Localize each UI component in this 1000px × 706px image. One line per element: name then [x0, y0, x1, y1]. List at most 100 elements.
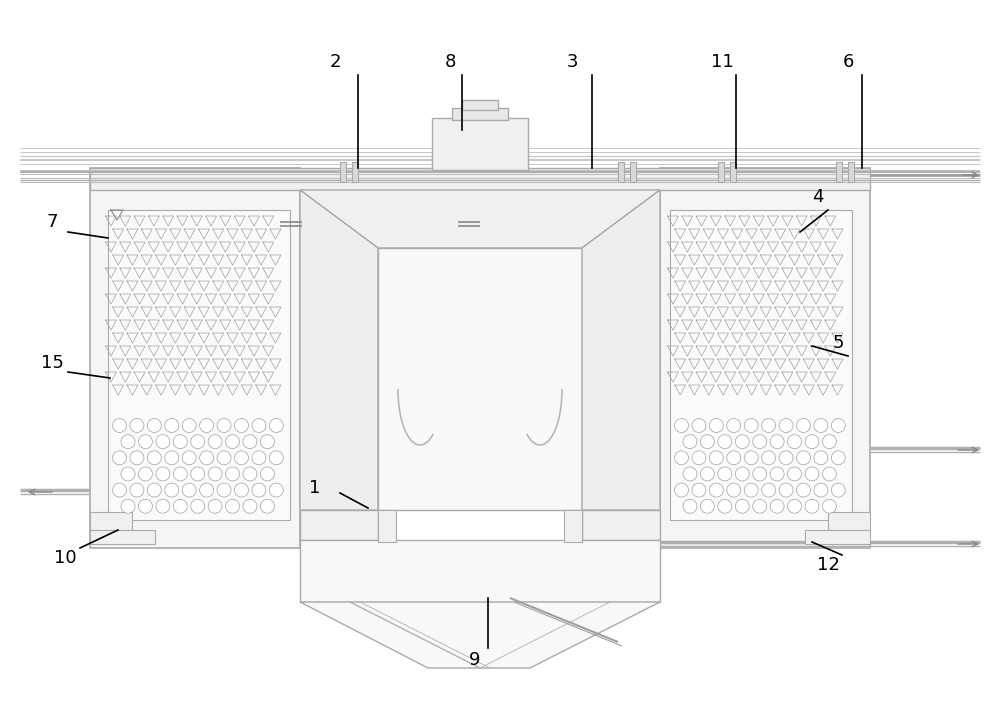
Circle shape	[269, 419, 283, 433]
Circle shape	[147, 419, 161, 433]
Circle shape	[156, 435, 170, 448]
Circle shape	[191, 499, 205, 513]
Circle shape	[797, 451, 810, 465]
Bar	[730, 162, 736, 182]
Circle shape	[208, 435, 222, 448]
Circle shape	[165, 419, 179, 433]
Circle shape	[182, 451, 196, 465]
Circle shape	[675, 419, 688, 433]
Bar	[90, 512, 132, 530]
Circle shape	[753, 499, 767, 513]
Circle shape	[718, 499, 732, 513]
Bar	[836, 162, 842, 182]
Circle shape	[200, 483, 214, 497]
Text: 5: 5	[832, 334, 844, 352]
Circle shape	[814, 483, 828, 497]
Circle shape	[727, 419, 741, 433]
Circle shape	[788, 499, 802, 513]
Circle shape	[243, 467, 257, 481]
Circle shape	[753, 435, 767, 448]
Circle shape	[709, 419, 723, 433]
Circle shape	[260, 435, 274, 448]
Circle shape	[814, 419, 828, 433]
Circle shape	[822, 467, 836, 481]
Circle shape	[138, 499, 152, 513]
Circle shape	[805, 499, 819, 513]
Circle shape	[191, 435, 205, 448]
Circle shape	[269, 451, 283, 465]
Circle shape	[243, 435, 257, 448]
Circle shape	[700, 499, 714, 513]
Circle shape	[217, 483, 231, 497]
Circle shape	[147, 451, 161, 465]
Circle shape	[156, 499, 170, 513]
Circle shape	[683, 435, 697, 448]
Bar	[90, 530, 155, 544]
Circle shape	[727, 483, 741, 497]
Circle shape	[718, 435, 732, 448]
Circle shape	[683, 499, 697, 513]
Circle shape	[138, 435, 152, 448]
Circle shape	[831, 451, 845, 465]
Circle shape	[770, 435, 784, 448]
Circle shape	[718, 467, 732, 481]
Circle shape	[121, 435, 135, 448]
Circle shape	[753, 467, 767, 481]
Bar	[340, 162, 346, 182]
Bar	[300, 540, 660, 602]
Circle shape	[252, 419, 266, 433]
Circle shape	[200, 419, 214, 433]
Circle shape	[226, 499, 240, 513]
Bar	[90, 168, 300, 548]
Polygon shape	[300, 190, 660, 248]
Circle shape	[700, 435, 714, 448]
Text: 12: 12	[817, 556, 839, 574]
Circle shape	[779, 451, 793, 465]
Bar	[462, 100, 498, 110]
Circle shape	[744, 483, 758, 497]
Circle shape	[797, 419, 810, 433]
Circle shape	[822, 499, 836, 513]
Bar	[452, 108, 508, 120]
Circle shape	[762, 451, 776, 465]
Circle shape	[770, 467, 784, 481]
Circle shape	[121, 499, 135, 513]
Text: 8: 8	[444, 53, 456, 71]
Circle shape	[217, 451, 231, 465]
Circle shape	[831, 483, 845, 497]
Circle shape	[165, 483, 179, 497]
Bar	[660, 168, 870, 548]
Text: 9: 9	[469, 651, 481, 669]
Circle shape	[121, 467, 135, 481]
Bar	[108, 210, 290, 520]
Text: 3: 3	[566, 53, 578, 71]
Circle shape	[735, 467, 749, 481]
Circle shape	[173, 499, 187, 513]
Circle shape	[814, 451, 828, 465]
Circle shape	[805, 467, 819, 481]
Bar	[828, 512, 870, 530]
Bar	[378, 510, 396, 542]
Polygon shape	[582, 510, 660, 540]
Circle shape	[173, 467, 187, 481]
Circle shape	[252, 451, 266, 465]
Circle shape	[692, 419, 706, 433]
Circle shape	[252, 483, 266, 497]
Circle shape	[130, 419, 144, 433]
Circle shape	[779, 419, 793, 433]
Text: 6: 6	[842, 53, 854, 71]
Circle shape	[226, 467, 240, 481]
Circle shape	[200, 451, 214, 465]
Circle shape	[735, 435, 749, 448]
Circle shape	[182, 483, 196, 497]
Circle shape	[235, 419, 248, 433]
Bar	[805, 530, 870, 544]
Text: 15: 15	[41, 354, 63, 372]
Circle shape	[762, 419, 776, 433]
Circle shape	[191, 467, 205, 481]
Circle shape	[235, 451, 248, 465]
Circle shape	[735, 499, 749, 513]
Text: 11: 11	[711, 53, 733, 71]
Bar	[718, 162, 724, 182]
Circle shape	[709, 451, 723, 465]
